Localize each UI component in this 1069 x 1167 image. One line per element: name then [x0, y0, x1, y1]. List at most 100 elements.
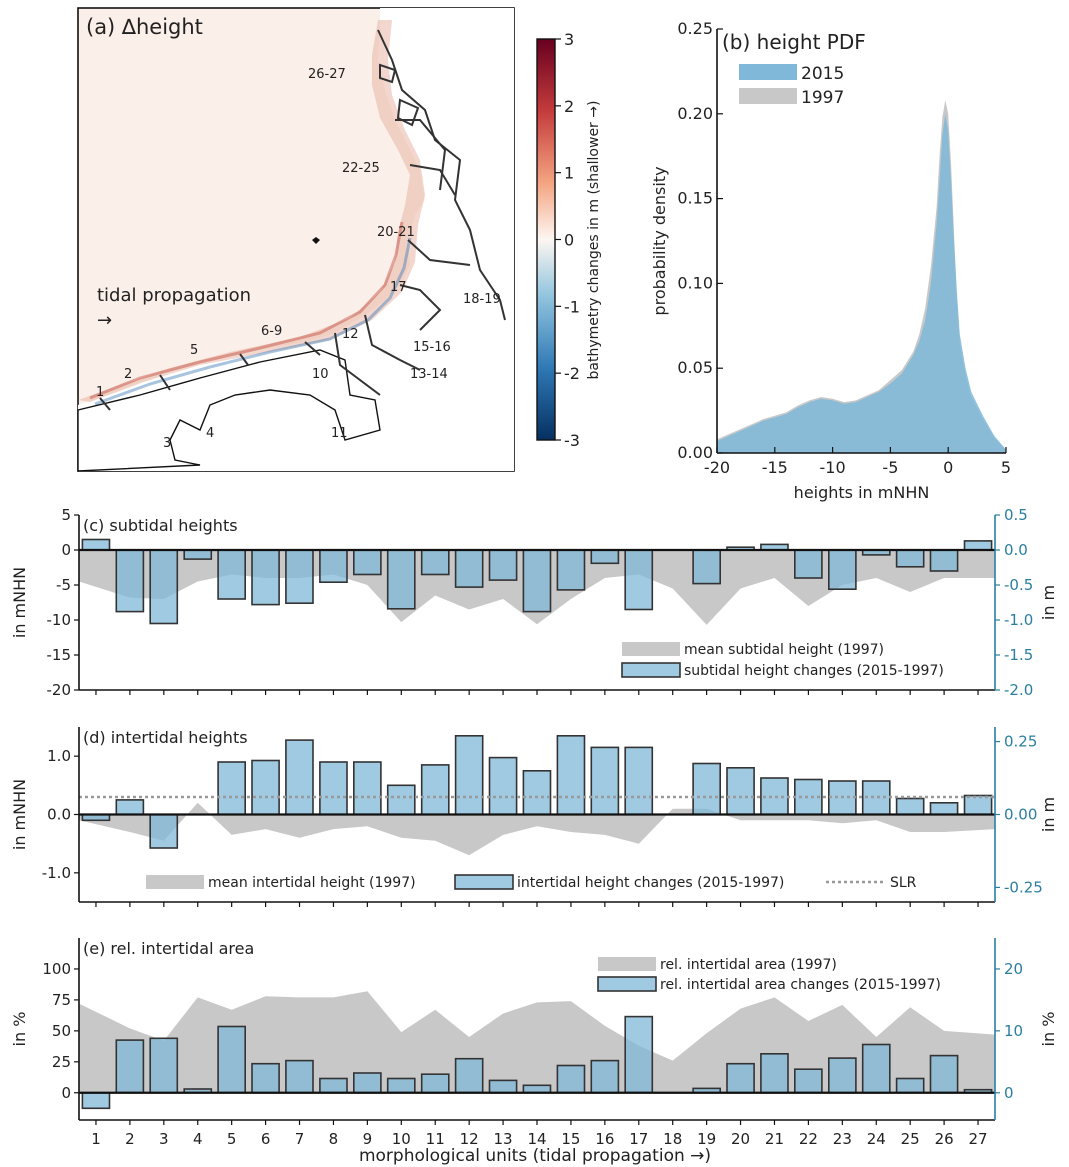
panel-b-xtick-label: 0	[943, 458, 953, 477]
panel-b-ytick-label: 0.20	[677, 104, 713, 123]
pe-bar-unit-2	[115, 1039, 145, 1094]
panel-b-ytick-label: 0.15	[677, 189, 713, 208]
unit-tick-label: 21	[765, 1130, 784, 1148]
colorbar-tick-label: 3	[564, 30, 574, 49]
pc-bar-unit-11	[420, 549, 450, 576]
unit-tick-label: 15	[561, 1130, 580, 1148]
colorbar-tick-label: 2	[564, 97, 574, 116]
pd-bar-unit-26	[929, 801, 959, 816]
pd-legend-area-swatch	[146, 875, 204, 889]
pd-bar-unit-13	[488, 756, 518, 816]
pd-title: (d) intertidal heights	[83, 728, 248, 747]
svg-text:3: 3	[163, 436, 171, 451]
svg-text:20-21: 20-21	[377, 225, 415, 240]
pc-bar-unit-19	[692, 549, 721, 585]
svg-text:6-9: 6-9	[261, 324, 282, 339]
svg-text:4: 4	[206, 426, 214, 441]
pd-area-series	[79, 802, 995, 856]
unit-tick-label: 10	[392, 1130, 411, 1148]
colorbar: 3 2 1 0 -1 -2 -3 bathymetry changes in m (shal…	[536, 30, 602, 450]
pc-bar-unit-9	[352, 549, 382, 576]
map-change-red-streak	[89, 221, 404, 400]
unit-tick-label: 23	[833, 1130, 852, 1148]
colorbar-tick-label: -2	[564, 364, 580, 383]
panel-b-xtick-label: -15	[762, 458, 788, 477]
pd-ytick-right-label: 0.25	[1004, 733, 1037, 751]
panel-b-xtick-label: -5	[882, 458, 898, 477]
map-land-estuary	[77, 349, 381, 472]
pe-bar-unit-1	[81, 1092, 111, 1110]
pc-bar-unit-22	[793, 549, 823, 579]
pe-bar-unit-9	[352, 1072, 382, 1094]
pe-bar-unit-3	[149, 1037, 179, 1094]
unit-tick-label: 5	[227, 1130, 237, 1148]
svg-text:22-25: 22-25	[342, 161, 380, 176]
unit-tick-label: 2	[125, 1130, 135, 1148]
unit-tick-label: 9	[363, 1130, 373, 1148]
panel-b-ytick-label: 0.00	[677, 443, 713, 462]
pc-bar-unit-26	[929, 549, 959, 572]
pc-bar-unit-17	[624, 549, 654, 611]
pc-ytick-right-label: 0.5	[1004, 506, 1028, 524]
pe-ytick-left-label: 25	[52, 1053, 71, 1071]
pc-bar-unit-14	[522, 549, 552, 613]
pe-ytick-right-label: 10	[1004, 1022, 1023, 1040]
pd-ylabel-left: in mNHN	[10, 779, 29, 850]
pe-ytick-left-label: 75	[52, 991, 71, 1009]
pc-bar-unit-3	[149, 549, 179, 625]
unit-tick-label: 4	[193, 1130, 203, 1148]
legend-label-1997: 1997	[801, 88, 844, 108]
pd-bar-unit-8	[319, 761, 348, 816]
pc-ytick-right-label: -1.5	[1004, 646, 1033, 664]
panel-b-ytick-label: 0.25	[677, 19, 713, 38]
pc-bar-unit-2	[115, 549, 145, 613]
pe-bar-unit-12	[454, 1057, 484, 1094]
pe-bar-unit-17	[624, 1015, 654, 1094]
map-change-blue-streak	[94, 237, 412, 406]
map-island-marker	[312, 237, 320, 244]
pe-bar-unit-13	[488, 1079, 518, 1094]
colorbar-tick-label: -1	[564, 297, 580, 316]
pc-bar-unit-4	[183, 549, 213, 560]
pd-bar-unit-20	[726, 766, 755, 816]
pdf-series-2015	[717, 113, 1006, 454]
pc-ylabel-right: in m	[1039, 585, 1058, 620]
unit-tick-label: 20	[731, 1130, 750, 1148]
pc-bar-unit-7	[285, 549, 314, 605]
map-annotation-arrow: →	[97, 310, 112, 331]
unit-tick-label: 12	[460, 1130, 479, 1148]
pe-area-series	[79, 991, 995, 1093]
pe-ylabel-right: in %	[1039, 1012, 1058, 1047]
unit-tick-label: 25	[901, 1130, 920, 1148]
pd-ytick-left-label: -1.0	[42, 864, 71, 882]
pd-legend-bar-swatch	[454, 874, 514, 890]
pc-legend-bar-label: subtidal height changes (2015-1997)	[684, 663, 944, 679]
pc-ytick-right-label: -2.0	[1004, 681, 1033, 699]
unit-tick-label: 26	[935, 1130, 954, 1148]
colorbar-tick-label: 0	[564, 231, 574, 250]
pd-bar-unit-17	[624, 746, 654, 816]
pe-bar-unit-10	[386, 1077, 416, 1094]
unit-tick-label: 27	[968, 1130, 987, 1148]
colorbar-tick-label: -3	[564, 431, 580, 450]
pd-bar-unit-15	[556, 734, 586, 816]
pd-bar-unit-5	[217, 761, 247, 816]
pc-ytick-right-label: 0.0	[1004, 541, 1028, 559]
unit-tick-label: 18	[663, 1130, 682, 1148]
panel-b-xtick-label: -20	[704, 458, 730, 477]
pd-bar-unit-25	[895, 797, 925, 816]
panel-b-title: (b) height PDF	[722, 30, 866, 54]
panel-b-xtick-label: 5	[1001, 458, 1011, 477]
pd-legend-slr-label: SLR	[890, 875, 917, 891]
panel-b-pdf: 0.00 0.05 0.10 0.15 0.20 0.25 -20 -15 -10 -5 0 5 hei…	[650, 19, 1011, 502]
legend-swatch-2015	[739, 64, 797, 80]
pc-bar-unit-1	[81, 538, 111, 551]
pe-bar-unit-8	[319, 1077, 348, 1094]
pc-ytick-left-label: -5	[56, 576, 71, 594]
pe-bar-unit-24	[861, 1043, 891, 1094]
unit-tick-label: 22	[799, 1130, 818, 1148]
pd-bar-unit-10	[386, 784, 416, 816]
pd-bar-unit-14	[522, 769, 552, 816]
